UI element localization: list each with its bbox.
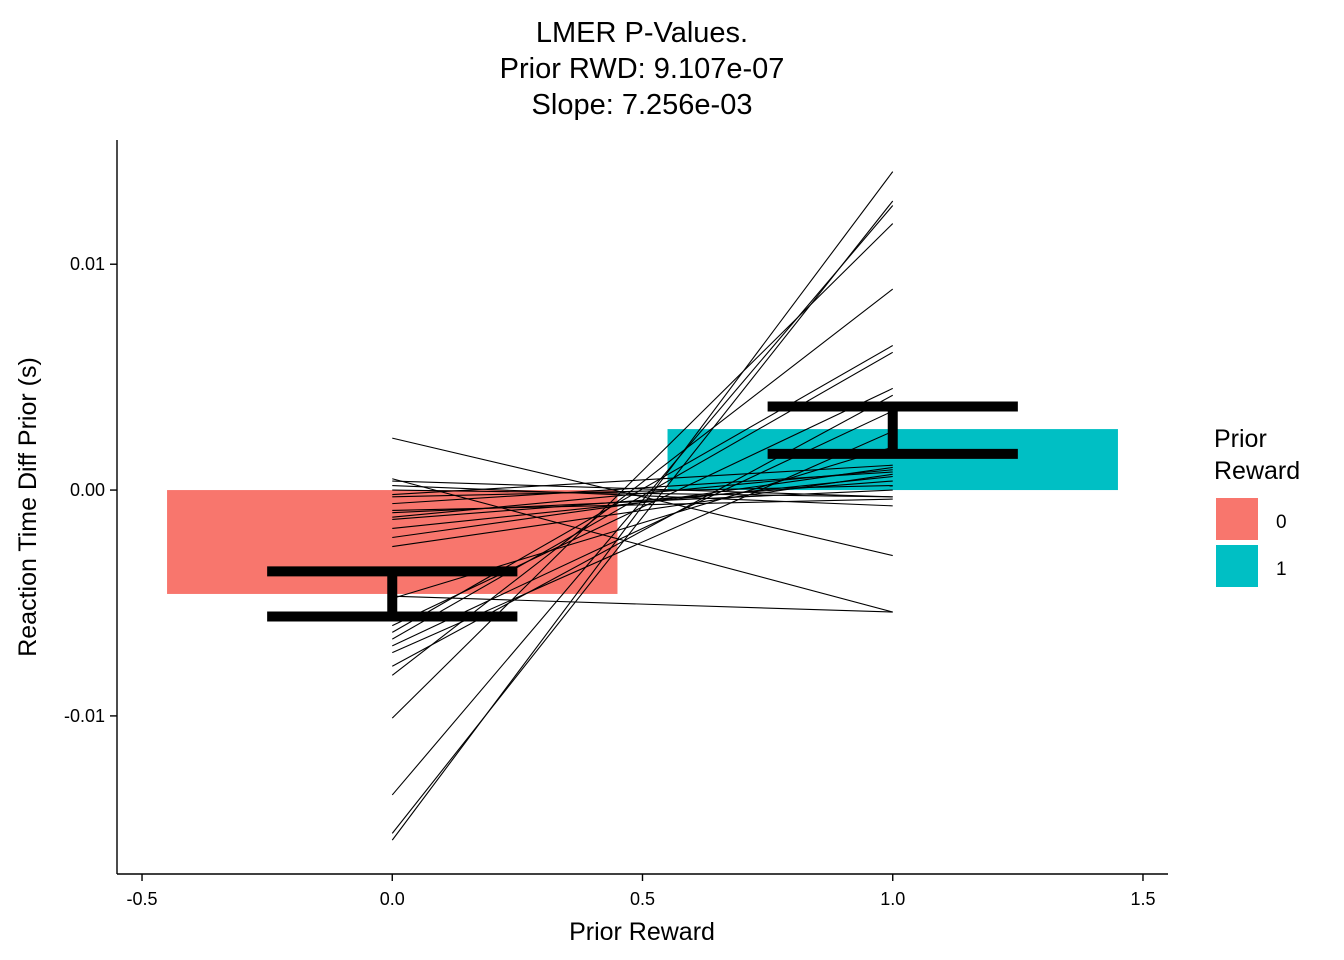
y-ticks: 0.01 0.00 -0.01 — [64, 254, 117, 726]
legend-swatch-1 — [1216, 545, 1258, 587]
subject-line — [391, 351, 894, 640]
x-tick-label: 1.0 — [880, 889, 905, 909]
x-tick-label: 0.0 — [380, 889, 405, 909]
title-line-2: Prior RWD: 9.107e-07 — [500, 53, 785, 85]
subject-line — [392, 387, 893, 627]
subject-line — [391, 345, 894, 633]
subject-line — [392, 437, 893, 557]
chart-title: LMER P-Values. Prior RWD: 9.107e-07 Slop… — [500, 17, 785, 121]
x-tick-label: 0.5 — [630, 889, 655, 909]
error-bar-0 — [267, 566, 518, 622]
legend: Prior Reward 0 1 — [1214, 425, 1300, 587]
title-line-3: Slope: 7.256e-03 — [532, 89, 753, 121]
legend-title-line-2: Reward — [1214, 457, 1300, 485]
x-tick-label: 1.5 — [1130, 889, 1155, 909]
y-tick-label: 0.01 — [70, 254, 105, 274]
y-tick-label: -0.01 — [64, 706, 105, 726]
x-ticks: -0.5 0.0 0.5 1.0 1.5 — [127, 874, 1155, 909]
subject-line — [392, 595, 893, 613]
subject-line — [391, 288, 894, 676]
subject-line — [392, 466, 893, 539]
x-axis-title: Prior Reward — [569, 918, 715, 946]
subject-line — [392, 469, 893, 518]
legend-swatch-0 — [1216, 498, 1258, 540]
title-line-1: LMER P-Values. — [536, 17, 748, 49]
error-bar-1 — [767, 401, 1018, 459]
legend-label-1: 1 — [1276, 559, 1287, 580]
y-axis-title: Reaction Time Diff Prior (s) — [14, 357, 42, 657]
legend-title-line-1: Prior — [1214, 425, 1267, 453]
legend-label-0: 0 — [1276, 512, 1287, 533]
error-bars-layer — [267, 401, 1018, 622]
subject-line — [392, 498, 893, 511]
y-tick-label: 0.00 — [70, 480, 105, 500]
subject-line — [391, 171, 894, 841]
x-tick-label: -0.5 — [127, 889, 158, 909]
subject-line — [392, 464, 893, 496]
subject-line — [391, 205, 894, 796]
subject-line — [392, 473, 893, 548]
subject-line — [392, 478, 893, 613]
